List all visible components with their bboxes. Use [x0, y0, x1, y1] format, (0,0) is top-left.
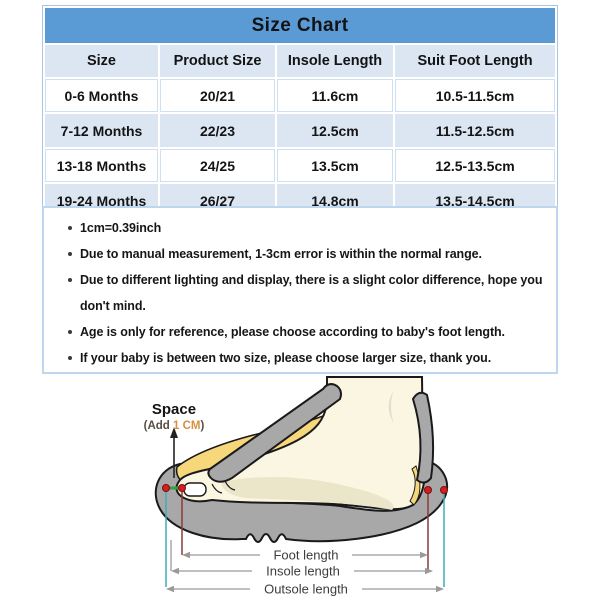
- foot-measurement-diagram: Space (Add 1 CM) Foot length Insole leng…: [130, 374, 460, 600]
- arrowhead: [182, 551, 190, 559]
- table-row: 7-12 Months 22/23 12.5cm 11.5-12.5cm: [45, 114, 556, 147]
- ankle-crease: [388, 390, 394, 423]
- table-cell: 13.5cm: [277, 149, 393, 182]
- column-header: Size: [45, 45, 158, 77]
- shoe-front-strap: [207, 383, 342, 483]
- arrowhead: [436, 585, 444, 593]
- note-item: If your baby is between two size, please…: [66, 345, 550, 371]
- marker-dot: [162, 484, 170, 492]
- table-cell: 24/25: [160, 149, 275, 182]
- notes-list: 1cm=0.39inch Due to manual measurement, 1…: [44, 215, 556, 371]
- marker-dot: [440, 486, 448, 494]
- note-item: Age is only for reference, please choose…: [66, 319, 550, 345]
- outsole-length-label: Outsole length: [264, 582, 348, 597]
- table-cell: 20/21: [160, 79, 275, 112]
- column-header: Insole Length: [277, 45, 393, 77]
- note-item: Due to different lighting and display, t…: [66, 267, 550, 319]
- column-header: Product Size: [160, 45, 275, 77]
- table-cell: 12.5-13.5cm: [395, 149, 556, 182]
- notes-box: 1cm=0.39inch Due to manual measurement, 1…: [42, 206, 558, 374]
- foot-shoe-illustration: Space (Add 1 CM) Foot length Insole leng…: [144, 376, 449, 597]
- table-row: 13-18 Months 24/25 13.5cm 12.5-13.5cm: [45, 149, 556, 182]
- arrowhead: [166, 585, 174, 593]
- table-cell: 12.5cm: [277, 114, 393, 147]
- table-header-row: Size Product Size Insole Length Suit Foot L…: [45, 45, 556, 77]
- table-cell: 22/23: [160, 114, 275, 147]
- arrowhead: [171, 567, 179, 575]
- shoe-heel-strap: [411, 391, 435, 484]
- page-title: Size Chart: [45, 8, 556, 43]
- table-cell: 10.5-11.5cm: [395, 79, 556, 112]
- arrowhead: [420, 551, 428, 559]
- note-item: 1cm=0.39inch: [66, 215, 550, 241]
- shoe-sole: [154, 460, 449, 543]
- foot-shading: [221, 476, 394, 510]
- foot-length-label: Foot length: [273, 548, 338, 563]
- marker-dot: [178, 484, 186, 492]
- table-cell: 11.5-12.5cm: [395, 114, 556, 147]
- table-row: 0-6 Months 20/21 11.6cm 10.5-11.5cm: [45, 79, 556, 112]
- table-cell: 13-18 Months: [45, 149, 158, 182]
- insole-length-label: Insole length: [266, 564, 340, 579]
- space-sub-label: (Add 1 CM): [144, 420, 205, 432]
- table-cell: 7-12 Months: [45, 114, 158, 147]
- space-label: Space: [152, 401, 196, 418]
- table-cell: 0-6 Months: [45, 79, 158, 112]
- toe-nail: [183, 482, 207, 497]
- foot: [175, 376, 426, 511]
- column-header: Suit Foot Length: [395, 45, 556, 77]
- title-row: Size Chart: [45, 8, 556, 43]
- arrowhead: [425, 567, 433, 575]
- size-chart-table: Size Chart Size Product Size Insole Length…: [42, 5, 559, 220]
- space-arrowhead: [170, 427, 178, 438]
- note-item: Due to manual measurement, 1-3cm error i…: [66, 241, 550, 267]
- toe-creases: [211, 480, 236, 494]
- marker-dot: [424, 486, 432, 494]
- table-cell: 11.6cm: [277, 79, 393, 112]
